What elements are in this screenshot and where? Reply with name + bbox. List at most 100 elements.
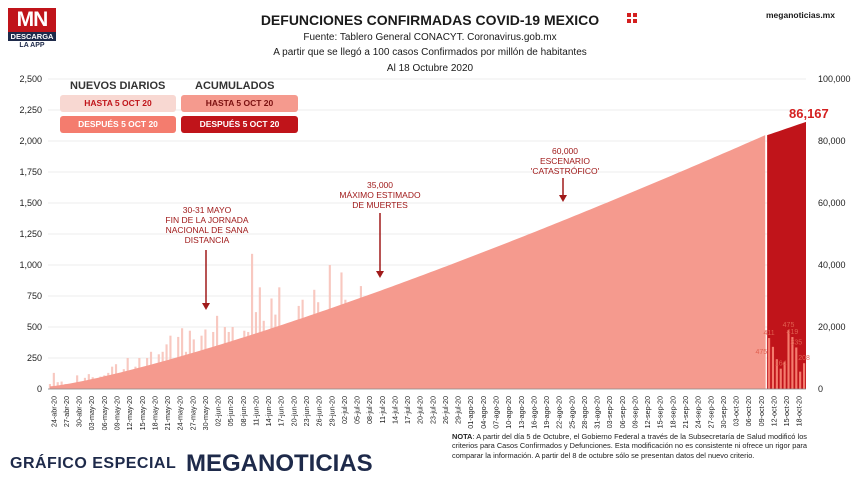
arrow-sana-distancia-head bbox=[202, 303, 210, 310]
daily-bar-after bbox=[802, 363, 806, 389]
x-tick-label: 11-jun-20 bbox=[251, 396, 260, 426]
x-tick-label: 22-ago-20 bbox=[555, 396, 564, 429]
x-tick-label: 27-sep-20 bbox=[706, 396, 715, 428]
daily-bars-after bbox=[768, 330, 806, 389]
x-tick-label: 05-jun-20 bbox=[226, 396, 235, 426]
data-label: 475 bbox=[783, 322, 795, 329]
x-tick-label: 09-sep-20 bbox=[630, 396, 639, 428]
y2-tick-label: 60,000 bbox=[818, 198, 846, 208]
daily-bar-after bbox=[771, 346, 775, 389]
x-tick-label: 12-sep-20 bbox=[643, 396, 652, 428]
x-tick-label: 06-oct-20 bbox=[744, 396, 753, 426]
x-tick-label: 18-sep-20 bbox=[668, 396, 677, 428]
x-tick-label: 03-oct-20 bbox=[732, 396, 741, 426]
x-tick-label: 02-jun-20 bbox=[214, 396, 223, 426]
y-tick-label: 2,250 bbox=[19, 105, 42, 115]
logo-mark: MN bbox=[8, 8, 56, 32]
annotation-arrows bbox=[202, 178, 567, 310]
daily-bar bbox=[764, 330, 767, 389]
cumulative-end-label: 86,167 bbox=[789, 106, 829, 121]
x-tick-label: 03-sep-20 bbox=[605, 396, 614, 428]
y-tick-label: 1,000 bbox=[19, 260, 42, 270]
legend-cum-before: HASTA 5 OCT 20 bbox=[181, 95, 298, 112]
x-tick-label: 05-jul-20 bbox=[353, 396, 362, 424]
arrow-catastrofico-head bbox=[559, 195, 567, 202]
x-tick-label: 10-ago-20 bbox=[504, 396, 513, 429]
x-tick-label: 06-sep-20 bbox=[618, 396, 627, 428]
data-label: 208 bbox=[798, 355, 810, 362]
legend-daily-before: HASTA 5 OCT 20 bbox=[60, 95, 176, 112]
grid-icon bbox=[627, 10, 637, 23]
x-tick-label: 20-jul-20 bbox=[416, 396, 425, 424]
footnote-text: : A partir del día 5 de Octubre, el Gobi… bbox=[452, 432, 807, 460]
legend-daily-head: NUEVOS DIARIOS bbox=[70, 80, 166, 92]
app-logo[interactable]: MN DESCARGA LA APP bbox=[8, 8, 56, 50]
y-tick-label: 1,500 bbox=[19, 198, 42, 208]
daily-bar-after bbox=[779, 368, 782, 389]
x-tick-label: 26-jul-20 bbox=[441, 396, 450, 424]
x-tick-label: 12-oct-20 bbox=[769, 396, 778, 426]
x-tick-label: 08-jul-20 bbox=[365, 396, 374, 424]
daily-bar-after bbox=[768, 338, 771, 389]
x-tick-label: 15-oct-20 bbox=[782, 396, 791, 426]
x-tick-label: 24-abr-20 bbox=[49, 396, 58, 427]
data-label: 411 bbox=[763, 330, 774, 337]
cumulative-area-before bbox=[49, 135, 766, 389]
chart-subtitle: A partir que se llegó a 100 casos Confir… bbox=[273, 47, 587, 58]
y-tick-label: 0 bbox=[37, 384, 42, 394]
x-tick-label: 25-ago-20 bbox=[567, 396, 576, 429]
x-tick-label: 29-jul-20 bbox=[454, 396, 463, 424]
x-tick-label: 17-jul-20 bbox=[403, 396, 412, 424]
x-tick-label: 14-jul-20 bbox=[390, 396, 399, 424]
x-tick-label: 30-may-20 bbox=[201, 396, 210, 430]
x-axis: 24-abr-20 27-abr-20 30-abr-20 03-may-20 06-m… bbox=[48, 388, 806, 430]
x-tick-label: 13-ago-20 bbox=[517, 396, 526, 429]
y2-tick-label: 20,000 bbox=[818, 322, 846, 332]
chart-date: Al 18 Octubre 2020 bbox=[386, 63, 474, 74]
x-tick-label: 19-ago-20 bbox=[542, 396, 551, 429]
legend-daily-after: DESPUÉS 5 OCT 20 bbox=[60, 116, 176, 133]
footer-label: GRÁFICO ESPECIAL bbox=[10, 455, 177, 472]
x-tick-label: 12-may-20 bbox=[125, 396, 134, 430]
footer-brand[interactable]: MEGANOTICIAS bbox=[186, 450, 373, 477]
x-tick-label: 31-ago-20 bbox=[593, 396, 602, 429]
site-label[interactable]: meganoticias.mx bbox=[766, 10, 835, 20]
x-tick-label: 24-sep-20 bbox=[694, 396, 703, 428]
daily-bar-after bbox=[787, 330, 790, 389]
x-tick-label: 30-sep-20 bbox=[719, 396, 728, 428]
daily-bar-after bbox=[795, 347, 798, 389]
x-tick-label: 21-may-20 bbox=[163, 396, 172, 430]
x-tick-label: 24-may-20 bbox=[176, 396, 185, 430]
cumulative-area-after bbox=[767, 121, 806, 389]
x-tick-label: 17-jun-20 bbox=[277, 396, 286, 426]
x-tick-label: 08-jun-20 bbox=[239, 396, 248, 426]
x-tick-label: 02-jul-20 bbox=[340, 396, 349, 424]
x-tick-label: 15-may-20 bbox=[138, 396, 147, 430]
y-axis-right: 0 20,000 40,000 60,000 80,000 100,000 bbox=[818, 74, 851, 394]
data-label: 475 bbox=[755, 349, 767, 356]
x-tick-label: 07-ago-20 bbox=[491, 396, 500, 429]
x-tick-label: 26-jun-20 bbox=[315, 396, 324, 426]
y2-tick-label: 40,000 bbox=[818, 260, 846, 270]
x-tick-label: 03-may-20 bbox=[87, 396, 96, 430]
y-tick-label: 250 bbox=[27, 353, 42, 363]
daily-bar-after bbox=[775, 359, 778, 389]
logo-line2: LA APP bbox=[19, 42, 45, 49]
y-tick-label: 2,500 bbox=[19, 74, 42, 84]
x-tick-label: 18-oct-20 bbox=[795, 396, 804, 426]
x-tick-label: 16-ago-20 bbox=[529, 396, 538, 429]
data-label: 164 bbox=[775, 361, 787, 368]
data-label: 335 bbox=[790, 339, 802, 346]
x-tick-label: 20-jun-20 bbox=[289, 396, 298, 426]
y-tick-label: 500 bbox=[27, 322, 42, 332]
x-tick-label: 29-jun-20 bbox=[327, 396, 336, 426]
daily-bar-after bbox=[783, 361, 786, 389]
footnote-bold: NOTA bbox=[452, 432, 473, 441]
arrow-max-estimado-head bbox=[376, 271, 384, 278]
annotation-sana-distancia: 30-31 MAYO FIN DE LA JORNADA NACIONAL DE… bbox=[165, 205, 249, 245]
x-tick-label: 15-sep-20 bbox=[656, 396, 665, 428]
x-tick-label: 04-ago-20 bbox=[479, 396, 488, 429]
